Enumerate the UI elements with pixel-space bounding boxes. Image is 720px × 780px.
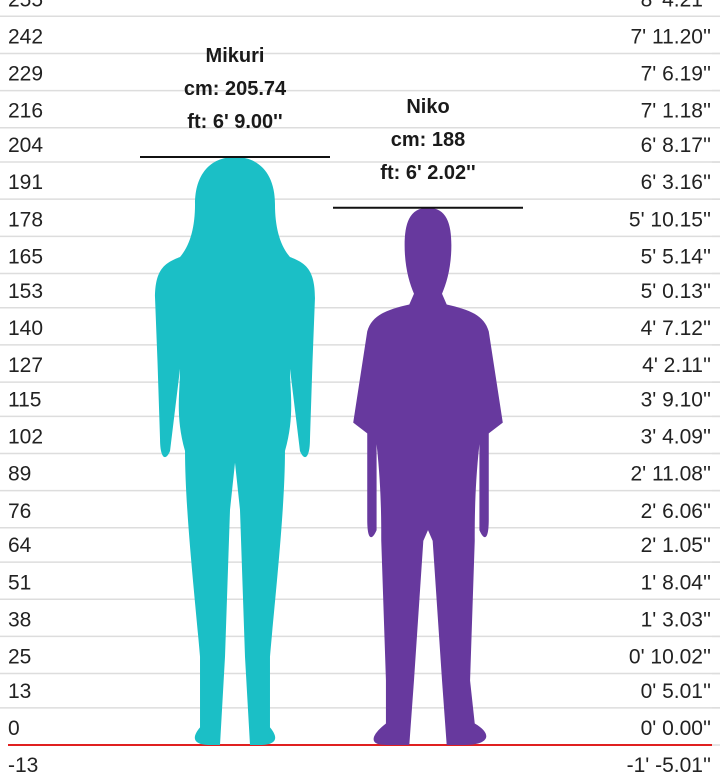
y-tick-label: 255 xyxy=(8,0,43,11)
person-name: Mikuri xyxy=(206,45,265,67)
height-cm: cm: 188 xyxy=(391,129,466,151)
y2-tick-label: 0' 0.00'' xyxy=(641,717,711,740)
y-tick-label: 216 xyxy=(8,100,43,123)
y2-tick-label: 7' 11.20'' xyxy=(630,25,711,48)
y-tick-label: 0 xyxy=(8,717,20,740)
y2-tick-label: 2' 6.06'' xyxy=(641,500,711,523)
y-tick-label: 165 xyxy=(8,245,43,268)
y2-tick-label: 2' 1.05'' xyxy=(641,534,711,557)
silhouette xyxy=(155,157,315,745)
y-tick-label: 38 xyxy=(8,608,31,631)
y2-tick-label: 7' 1.18'' xyxy=(641,100,711,123)
y-tick-label: 178 xyxy=(8,208,43,231)
y2-tick-label: 1' 3.03'' xyxy=(641,608,711,631)
y2-tick-label: 8' 4.21'' xyxy=(641,0,711,11)
person xyxy=(353,207,503,745)
y2-tick-label: 6' 3.16'' xyxy=(641,171,711,194)
y2-tick-label: 0' 10.02'' xyxy=(629,646,711,669)
y-tick-label: 191 xyxy=(8,171,43,194)
y-tick-label: 64 xyxy=(8,534,32,557)
y-tick-label: -13 xyxy=(8,754,38,777)
y2-tick-label: 3' 4.09'' xyxy=(641,426,711,449)
y-tick-label: 140 xyxy=(8,317,43,340)
y2-tick-label: 4' 2.11'' xyxy=(642,354,711,377)
y-tick-label: 13 xyxy=(8,680,31,703)
y2-tick-label: 0' 5.01'' xyxy=(641,680,711,703)
y2-tick-label: 7' 6.19'' xyxy=(641,63,711,86)
y-tick-label: 153 xyxy=(8,280,43,303)
y2-tick-label: 3' 9.10'' xyxy=(641,388,711,411)
y-tick-label: 25 xyxy=(8,646,31,669)
y2-tick-label: 4' 7.12'' xyxy=(641,317,711,340)
y2-tick-label: 6' 8.17'' xyxy=(641,134,711,157)
y-tick-label: 242 xyxy=(8,25,43,48)
y-tick-label: 127 xyxy=(8,354,43,377)
y2-tick-label: 2' 11.08'' xyxy=(630,463,711,486)
y2-tick-label: 1' 8.04'' xyxy=(641,571,711,594)
y-tick-label: 115 xyxy=(8,388,41,411)
y2-tick-label: -1' -5.01'' xyxy=(627,754,711,777)
y-tick-label: 76 xyxy=(8,500,31,523)
y-tick-label: 102 xyxy=(8,426,43,449)
person-name: Niko xyxy=(406,96,449,118)
height-ft: ft: 6' 2.02'' xyxy=(380,162,475,184)
silhouette xyxy=(353,207,503,745)
height-cm: cm: 205.74 xyxy=(184,78,287,100)
y-tick-label: 229 xyxy=(8,63,43,86)
y2-tick-label: 5' 10.15'' xyxy=(629,208,711,231)
person xyxy=(155,157,315,745)
y-tick-label: 204 xyxy=(8,134,43,157)
y2-tick-label: 5' 5.14'' xyxy=(641,245,711,268)
height-ft: ft: 6' 9.00'' xyxy=(187,111,282,133)
y2-tick-label: 5' 0.13'' xyxy=(641,280,711,303)
y-tick-label: 89 xyxy=(8,463,31,486)
y-tick-label: 51 xyxy=(8,571,31,594)
